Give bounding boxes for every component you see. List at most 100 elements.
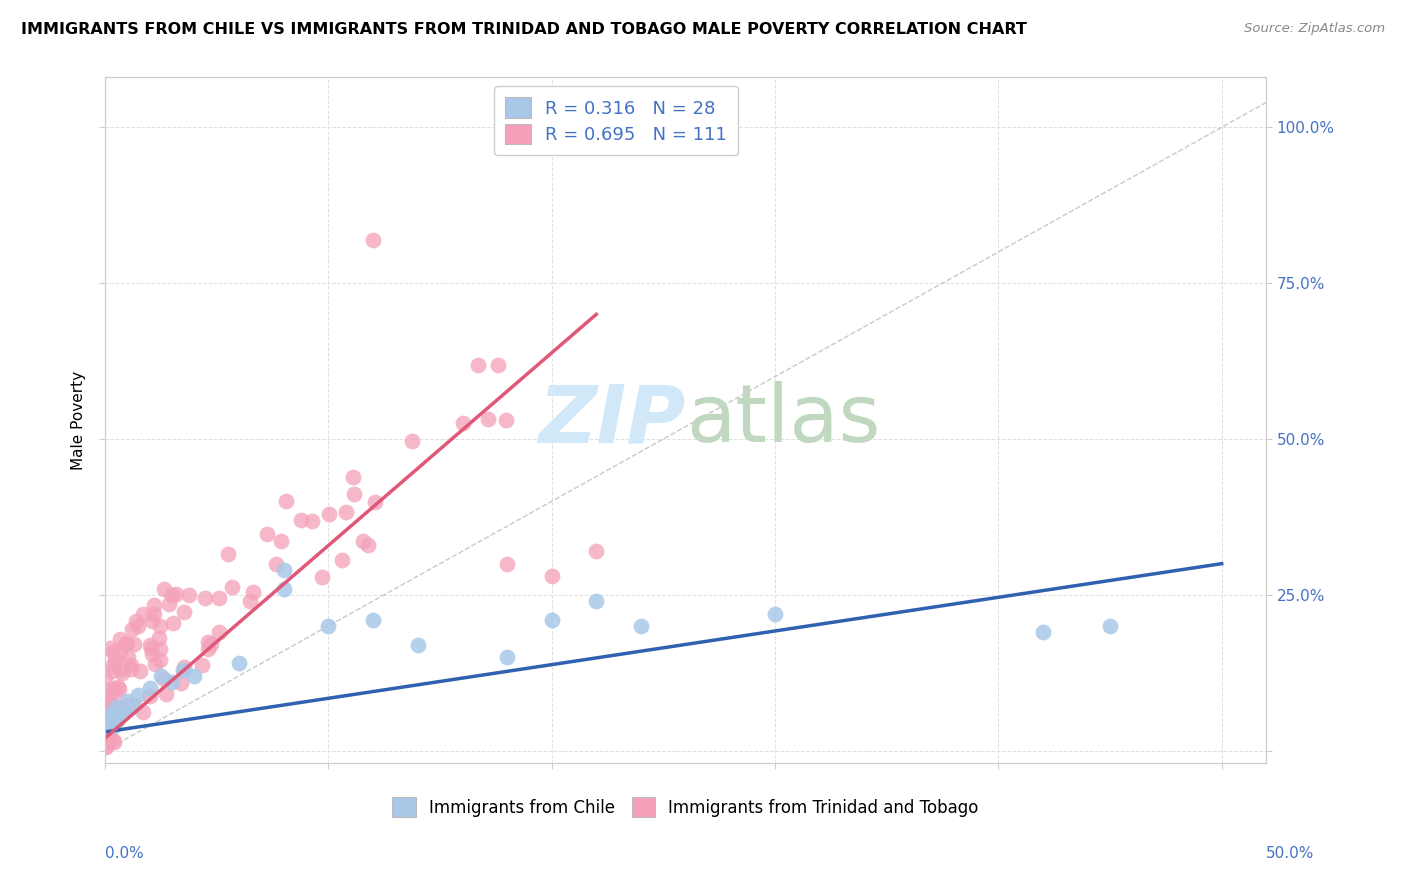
- Point: [197, 634, 219, 648]
- Point: [160, 675, 183, 690]
- Point: [173, 605, 195, 619]
- Text: ZIP: ZIP: [538, 381, 686, 459]
- Point: [117, 636, 139, 650]
- Point: [120, 662, 142, 676]
- Point: [191, 657, 214, 672]
- Point: [1032, 625, 1054, 640]
- Point: [160, 588, 183, 602]
- Point: [1098, 619, 1121, 633]
- Point: [221, 580, 243, 594]
- Point: [342, 470, 364, 484]
- Point: [125, 614, 148, 628]
- Text: Source: ZipAtlas.com: Source: ZipAtlas.com: [1244, 22, 1385, 36]
- Point: [194, 591, 217, 605]
- Point: [117, 700, 139, 714]
- Point: [173, 660, 195, 674]
- Point: [108, 662, 131, 676]
- Point: [108, 646, 131, 660]
- Point: [585, 544, 607, 558]
- Point: [157, 597, 180, 611]
- Point: [273, 563, 295, 577]
- Point: [273, 582, 295, 596]
- Point: [103, 719, 125, 733]
- Point: [104, 684, 127, 698]
- Point: [101, 681, 124, 695]
- Point: [120, 657, 142, 672]
- Legend: Immigrants from Chile, Immigrants from Trinidad and Tobago: Immigrants from Chile, Immigrants from T…: [385, 791, 986, 823]
- Point: [256, 527, 278, 541]
- Point: [122, 637, 145, 651]
- Point: [217, 547, 239, 561]
- Text: 0.0%: 0.0%: [105, 846, 145, 861]
- Point: [153, 582, 176, 596]
- Point: [311, 570, 333, 584]
- Point: [96, 684, 118, 698]
- Point: [406, 638, 429, 652]
- Point: [148, 631, 170, 645]
- Point: [197, 642, 219, 657]
- Point: [540, 569, 562, 583]
- Point: [139, 689, 162, 703]
- Point: [103, 733, 125, 747]
- Point: [496, 557, 519, 571]
- Point: [101, 645, 124, 659]
- Point: [467, 359, 489, 373]
- Point: [94, 714, 117, 729]
- Point: [142, 599, 165, 613]
- Point: [200, 638, 222, 652]
- Point: [540, 613, 562, 627]
- Point: [100, 720, 122, 734]
- Point: [96, 739, 118, 754]
- Point: [242, 584, 264, 599]
- Point: [356, 538, 378, 552]
- Text: IMMIGRANTS FROM CHILE VS IMMIGRANTS FROM TRINIDAD AND TOBAGO MALE POVERTY CORREL: IMMIGRANTS FROM CHILE VS IMMIGRANTS FROM…: [21, 22, 1026, 37]
- Point: [111, 703, 134, 717]
- Point: [117, 694, 139, 708]
- Point: [318, 507, 340, 521]
- Point: [141, 614, 163, 628]
- Point: [155, 687, 177, 701]
- Point: [139, 638, 162, 652]
- Point: [132, 705, 155, 719]
- Point: [142, 607, 165, 622]
- Point: [94, 692, 117, 706]
- Point: [401, 434, 423, 449]
- Point: [165, 587, 187, 601]
- Point: [101, 658, 124, 673]
- Point: [104, 653, 127, 667]
- Point: [496, 650, 519, 665]
- Text: atlas: atlas: [686, 381, 880, 459]
- Point: [343, 487, 366, 501]
- Point: [129, 664, 152, 678]
- Point: [107, 713, 129, 727]
- Point: [131, 607, 153, 622]
- Point: [361, 233, 384, 247]
- Point: [170, 676, 193, 690]
- Point: [141, 647, 163, 661]
- Point: [335, 505, 357, 519]
- Text: 50.0%: 50.0%: [1267, 846, 1315, 861]
- Point: [585, 594, 607, 608]
- Point: [94, 739, 117, 754]
- Point: [162, 615, 184, 630]
- Point: [149, 653, 172, 667]
- Point: [121, 622, 143, 636]
- Point: [318, 619, 340, 633]
- Point: [172, 663, 194, 677]
- Point: [352, 534, 374, 549]
- Point: [117, 649, 139, 664]
- Point: [270, 533, 292, 548]
- Point: [111, 665, 134, 680]
- Point: [96, 712, 118, 726]
- Point: [141, 641, 163, 656]
- Point: [239, 594, 262, 608]
- Point: [98, 691, 121, 706]
- Point: [301, 515, 323, 529]
- Point: [127, 688, 149, 702]
- Point: [108, 682, 131, 697]
- Point: [107, 681, 129, 695]
- Point: [122, 698, 145, 712]
- Point: [143, 657, 166, 672]
- Point: [111, 706, 134, 721]
- Point: [364, 494, 387, 508]
